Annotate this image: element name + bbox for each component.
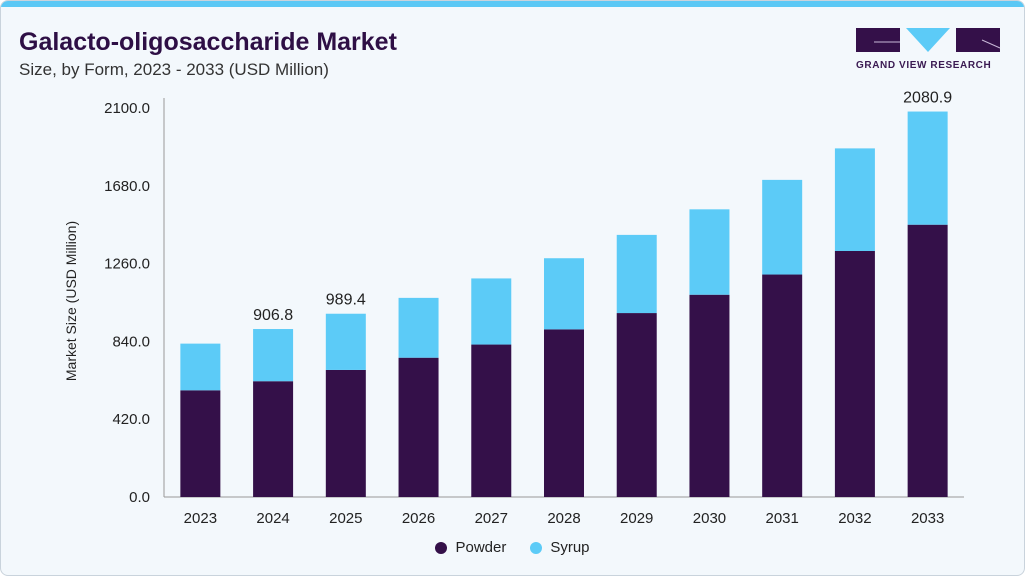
bar-syrup-2024 [253,329,294,382]
y-tick-label: 420.0 [112,411,150,428]
y-axis-title: Market Size (USD Million) [63,221,79,381]
bar-syrup-2028 [544,258,584,330]
syrup-swatch [530,541,543,554]
bar-syrup-2032 [834,148,875,252]
bar-powder-2024 [253,381,294,497]
y-tick-label: 1260.0 [104,256,150,273]
legend-item-powder: Powder [435,539,506,556]
x-tick-label: 2029 [620,510,653,527]
bar-syrup-2030 [689,209,730,295]
y-tick-label: 840.0 [112,333,150,350]
x-tick-label: 2033 [911,510,944,527]
chart-subtitle: Size, by Form, 2023 - 2033 (USD Million) [19,60,329,79]
x-tick-label: 2023 [184,510,217,527]
bar-powder-2031 [762,274,803,497]
bar-powder-2026 [398,357,439,497]
grand-view-research-logo [856,28,1001,52]
x-tick-label: 2025 [329,510,362,527]
powder-swatch [435,541,448,554]
bar-powder-2025 [325,369,366,497]
bar-syrup-2026 [398,297,439,358]
data-label-2033: 2080.9 [903,90,952,107]
bar-powder-2030 [689,294,730,497]
y-tick-label: 1680.0 [104,178,150,195]
accent-bar [1,1,1024,7]
legend-label-powder: Powder [455,539,507,556]
logo-text: GRAND VIEW RESEARCH [856,60,992,71]
legend-label-syrup: Syrup [550,539,590,556]
x-tick-label: 2031 [765,510,798,527]
legend: Powder Syrup [1,539,1024,556]
bar-syrup-2031 [762,179,803,275]
bar-syrup-2025 [325,313,366,370]
bar-powder-2033 [907,224,948,497]
x-tick-label: 2032 [838,510,871,527]
chart-title: Galacto-oligosaccharide Market [19,28,397,56]
bar-powder-2029 [616,313,657,497]
bar-powder-2023 [180,390,221,497]
legend-item-syrup: Syrup [530,539,590,556]
x-tick-label: 2028 [547,510,580,527]
x-tick-label: 2026 [402,510,435,527]
data-label-2025: 989.4 [326,292,366,309]
bar-powder-2028 [544,329,584,497]
bar-powder-2027 [471,344,512,497]
x-tick-label: 2030 [693,510,726,527]
bar-syrup-2023 [180,343,221,391]
y-tick-label: 0.0 [129,489,150,506]
x-tick-label: 2027 [475,510,508,527]
y-tick-label: 2100.0 [104,100,150,117]
x-tick-label: 2024 [256,510,289,527]
data-label-2024: 906.8 [253,307,293,324]
bar-powder-2032 [834,251,875,497]
bar-syrup-2027 [471,278,512,345]
bar-syrup-2033 [907,111,948,225]
bar-syrup-2029 [616,234,657,314]
